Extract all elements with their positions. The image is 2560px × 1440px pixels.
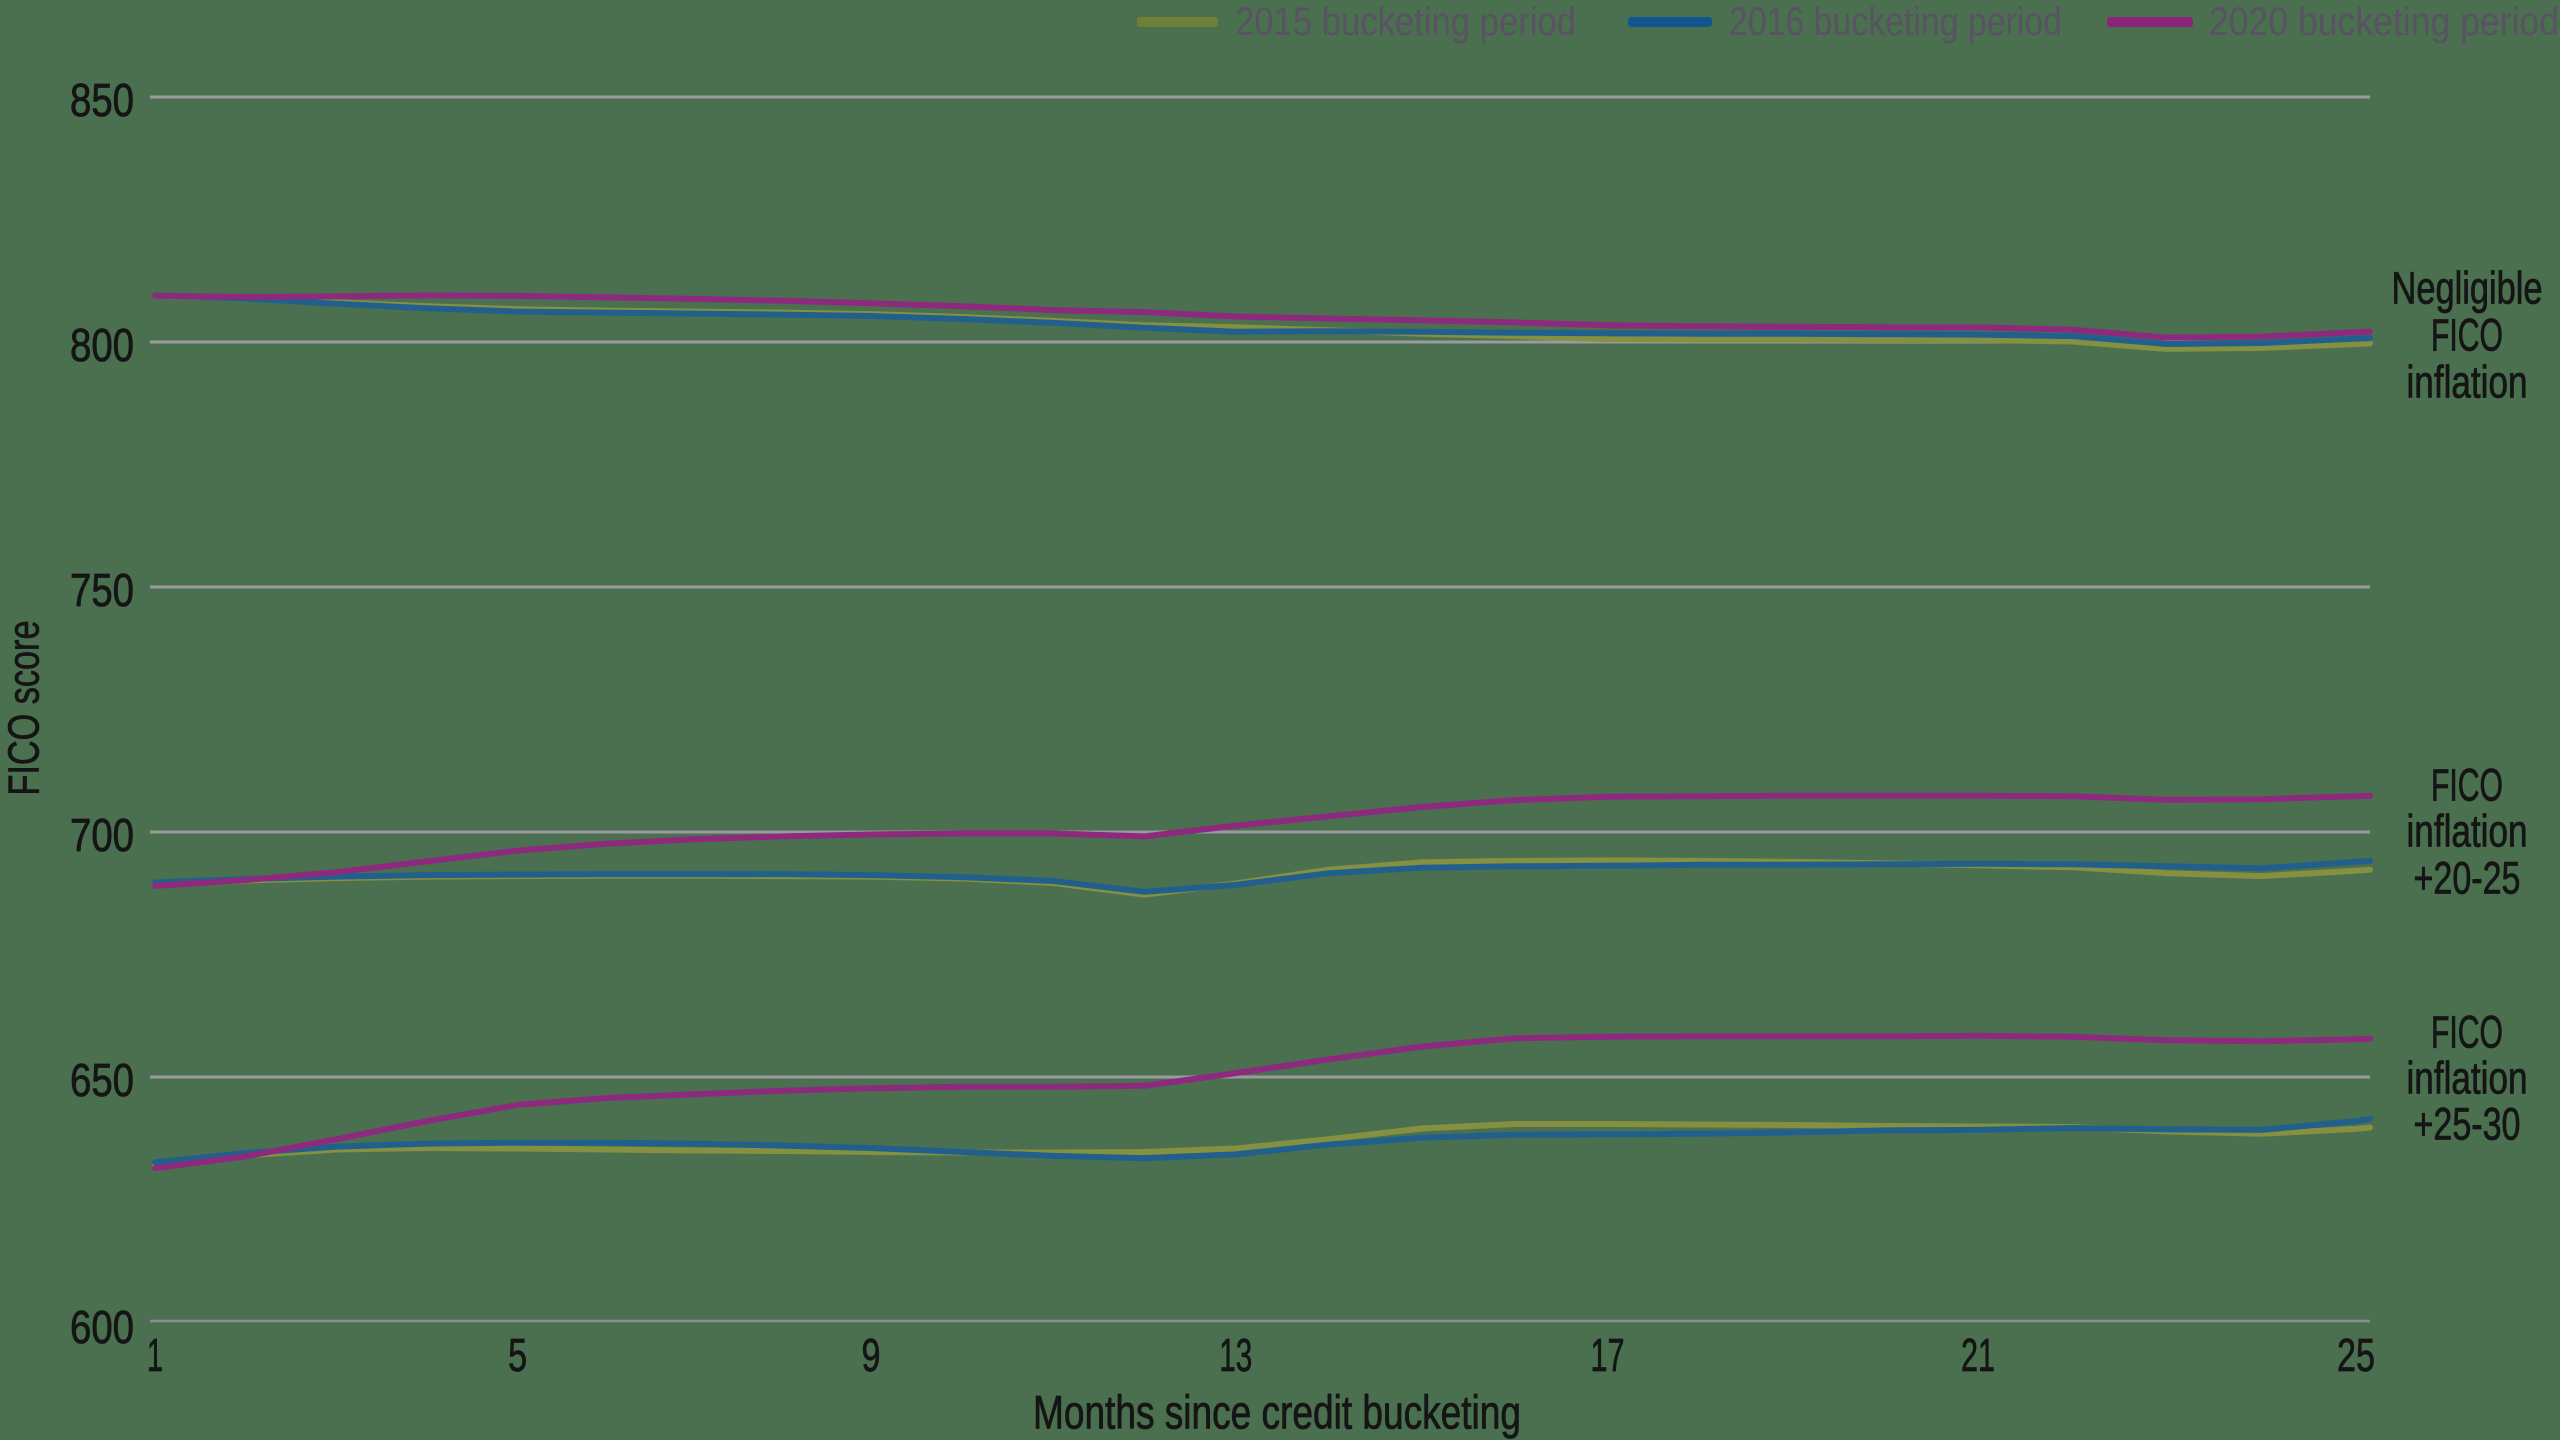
- svg-text:21: 21: [1961, 1329, 1995, 1381]
- svg-text:+20-25: +20-25: [2414, 853, 2521, 904]
- svg-text:13: 13: [1219, 1329, 1252, 1381]
- svg-text:Negligible: Negligible: [2392, 263, 2543, 314]
- svg-text:FICO: FICO: [2431, 1007, 2503, 1058]
- svg-text:800: 800: [70, 319, 134, 371]
- svg-text:Months since credit bucketing: Months since credit bucketing: [1033, 1386, 1521, 1439]
- svg-text:5: 5: [508, 1329, 527, 1381]
- svg-text:+25-30: +25-30: [2414, 1099, 2521, 1150]
- svg-text:650: 650: [70, 1054, 134, 1106]
- svg-text:9: 9: [862, 1329, 881, 1381]
- svg-text:850: 850: [70, 74, 134, 126]
- svg-text:700: 700: [70, 809, 134, 861]
- svg-text:2016 bucketing period: 2016 bucketing period: [1729, 0, 2062, 44]
- svg-text:inflation: inflation: [2407, 357, 2528, 408]
- svg-text:inflation: inflation: [2407, 806, 2528, 857]
- svg-text:inflation: inflation: [2407, 1053, 2528, 1104]
- svg-text:25: 25: [2337, 1329, 2375, 1381]
- svg-text:1: 1: [147, 1329, 163, 1381]
- svg-text:17: 17: [1591, 1329, 1625, 1381]
- svg-text:600: 600: [70, 1301, 134, 1353]
- svg-text:2015 bucketing period: 2015 bucketing period: [1235, 0, 1576, 44]
- svg-text:2020 bucketing period: 2020 bucketing period: [2209, 0, 2559, 44]
- svg-text:FICO: FICO: [2431, 760, 2503, 811]
- svg-text:FICO: FICO: [2431, 310, 2503, 361]
- svg-text:750: 750: [70, 564, 134, 616]
- svg-text:FICO score: FICO score: [0, 621, 49, 796]
